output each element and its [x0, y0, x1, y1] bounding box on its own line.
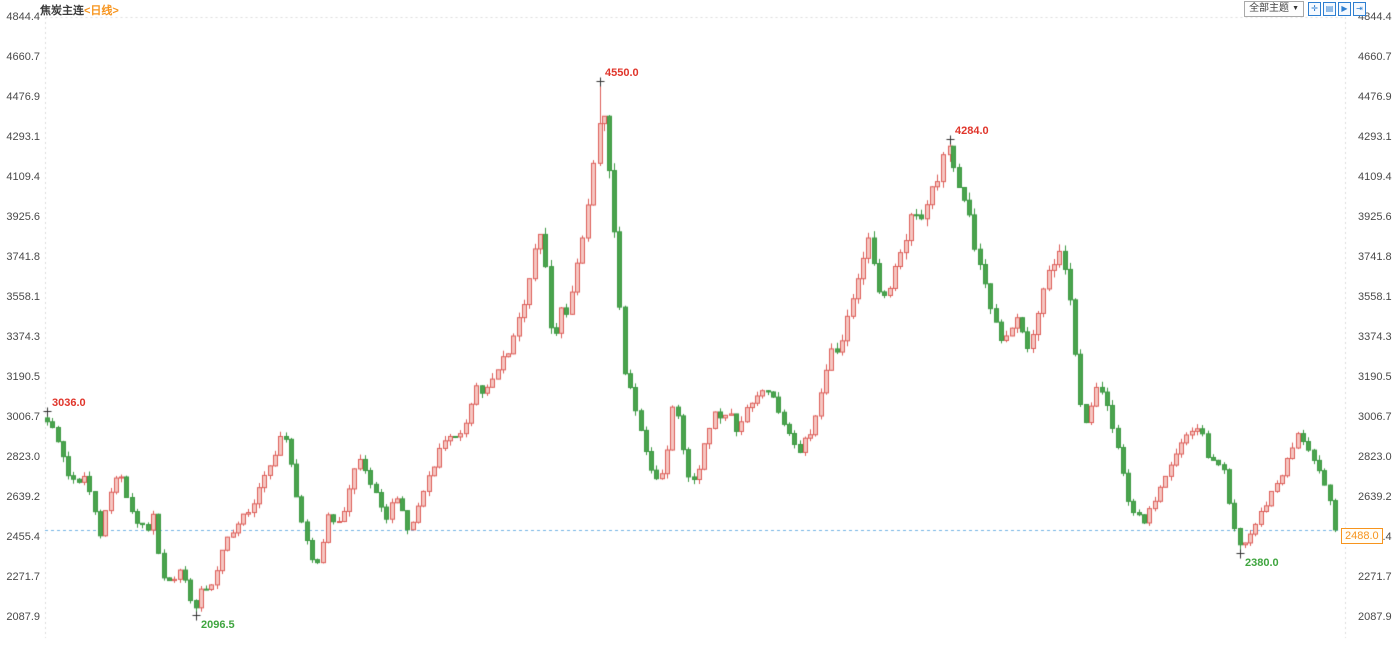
y-tick-left: 3558.1 — [6, 291, 40, 303]
panel-export-icon[interactable]: ⇥ — [1353, 2, 1366, 16]
y-tick-right: 2823.0 — [1358, 451, 1392, 463]
tool-icon-group: ✛ ▤ ▶ ⇥ — [1308, 2, 1366, 16]
chart-toolbar: 全部主题 ▼ ✛ ▤ ▶ ⇥ — [1244, 1, 1366, 17]
y-tick-right: 3374.3 — [1358, 331, 1392, 343]
y-tick-left: 3741.8 — [6, 251, 40, 263]
y-tick-left: 2271.7 — [6, 571, 40, 583]
low-price-annotation: 2096.5 — [201, 619, 235, 632]
instrument-name: 焦炭主连 — [40, 5, 84, 17]
y-tick-left: 3190.5 — [6, 371, 40, 383]
y-tick-left: 3006.7 — [6, 411, 40, 423]
y-tick-right: 4476.9 — [1358, 91, 1392, 103]
chevron-down-icon: ▼ — [1292, 5, 1299, 12]
y-tick-right: 4660.7 — [1358, 51, 1392, 63]
y-tick-right: 2271.7 — [1358, 571, 1392, 583]
high-price-annotation: 4550.0 — [605, 67, 639, 80]
y-tick-right: 2639.2 — [1358, 491, 1392, 503]
y-tick-right: 3190.5 — [1358, 371, 1392, 383]
y-tick-left: 2087.9 — [6, 611, 40, 623]
y-tick-right: 3558.1 — [1358, 291, 1392, 303]
y-tick-left: 4660.7 — [6, 51, 40, 63]
last-price-tag: 2488.0 — [1341, 527, 1383, 544]
y-tick-left: 3374.3 — [6, 331, 40, 343]
y-tick-left: 3925.6 — [6, 211, 40, 223]
low-price-annotation: 2380.0 — [1245, 557, 1279, 570]
y-tick-right: 4293.1 — [1358, 131, 1392, 143]
theme-dropdown[interactable]: 全部主题 ▼ — [1244, 1, 1304, 17]
theme-dropdown-label: 全部主题 — [1249, 3, 1290, 14]
y-tick-right: 2087.9 — [1358, 611, 1392, 623]
y-tick-right: 3741.8 — [1358, 251, 1392, 263]
y-tick-right: 3006.7 — [1358, 411, 1392, 423]
y-tick-left: 4476.9 — [6, 91, 40, 103]
period-label: <日线> — [84, 5, 119, 17]
crosshair-icon[interactable]: ✛ — [1308, 2, 1321, 16]
y-tick-right: 4844.4 — [1358, 11, 1392, 23]
panel-grid-icon[interactable]: ▤ — [1323, 2, 1336, 16]
y-tick-left: 2823.0 — [6, 451, 40, 463]
y-tick-left: 2455.4 — [6, 531, 40, 543]
chart-title: 焦炭主连<日线> — [40, 2, 119, 18]
high-price-annotation: 4284.0 — [955, 124, 989, 137]
y-tick-left: 4844.4 — [6, 11, 40, 23]
panel-next-icon[interactable]: ▶ — [1338, 2, 1351, 16]
y-tick-left: 4293.1 — [6, 131, 40, 143]
y-tick-left: 4109.4 — [6, 171, 40, 183]
y-tick-right: 4109.4 — [1358, 171, 1392, 183]
high-price-annotation: 3036.0 — [52, 396, 86, 409]
y-tick-right: 3925.6 — [1358, 211, 1392, 223]
y-tick-left: 2639.2 — [6, 491, 40, 503]
